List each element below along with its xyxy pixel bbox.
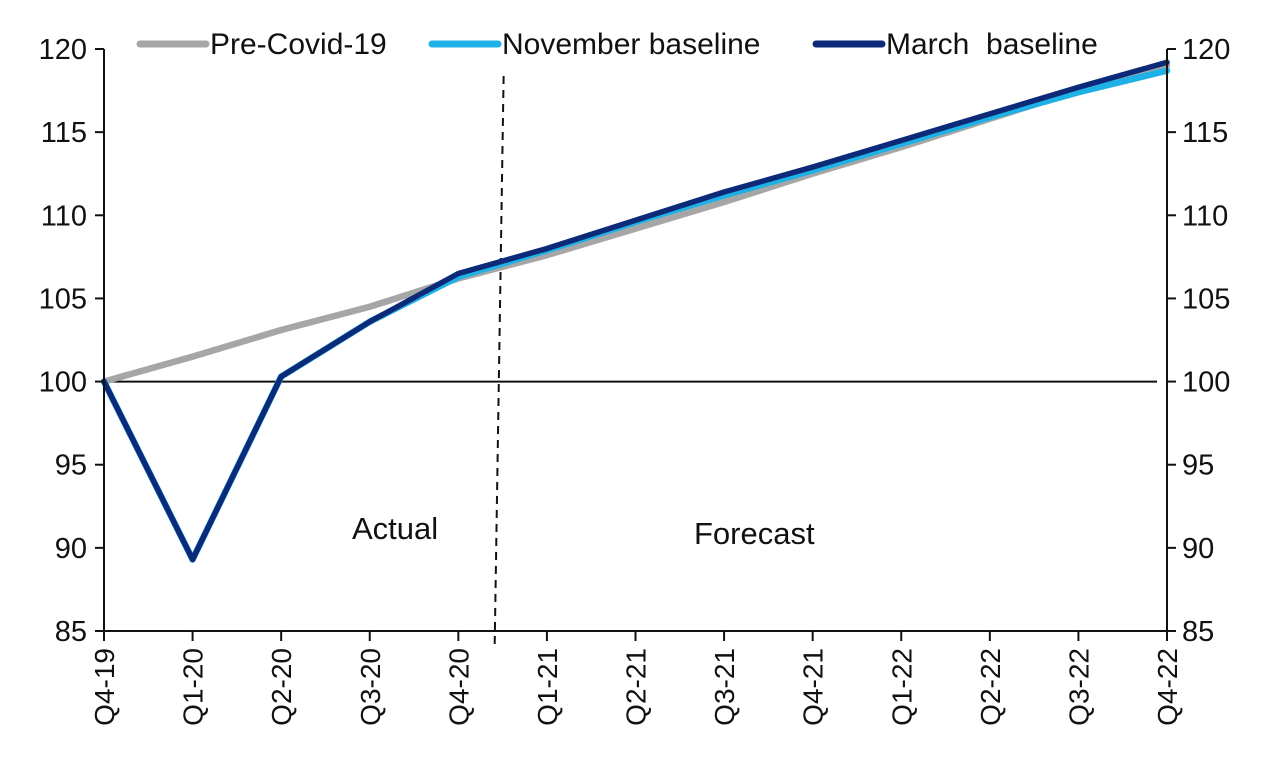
data-point-pre-covid-19 bbox=[545, 253, 549, 257]
right-y-tick-label: 105 bbox=[1182, 283, 1230, 315]
right-y-tick-label: 100 bbox=[1182, 367, 1230, 399]
x-tick-label: Q3-22 bbox=[1063, 648, 1094, 726]
x-tick-label: Q1-21 bbox=[532, 648, 563, 726]
data-point-november-baseline bbox=[1076, 90, 1080, 94]
left-y-tick-label: 85 bbox=[55, 616, 87, 648]
data-point-march-baseline bbox=[1076, 85, 1080, 89]
forecast-divider-line bbox=[493, 75, 505, 649]
legend-label: Pre-Covid-19 bbox=[210, 28, 387, 61]
data-point-march-baseline bbox=[191, 557, 195, 561]
x-tick-label: Q2-21 bbox=[621, 648, 652, 726]
x-tick-label: Q4-22 bbox=[1152, 648, 1183, 726]
left-y-tick-label: 120 bbox=[39, 34, 87, 66]
plot-lines bbox=[100, 59, 1171, 649]
x-tick-label: Q4-21 bbox=[798, 648, 829, 726]
data-point-march-baseline bbox=[279, 375, 283, 379]
legend-item-pre-covid-19: Pre-Covid-19 bbox=[136, 28, 387, 61]
data-point-pre-covid-19 bbox=[634, 227, 637, 231]
left-y-tick-label: 105 bbox=[39, 283, 87, 315]
data-point-march-baseline bbox=[722, 190, 726, 194]
axes: 85 85 90 90 95 95 100 100 105 105 110 110 115 115 120 1… bbox=[39, 34, 1231, 726]
left-y-tick-label: 90 bbox=[55, 533, 87, 565]
legend-item-march-baseline: March baseline bbox=[812, 28, 1098, 61]
x-tick-label: Q4-20 bbox=[443, 648, 474, 726]
left-y-tick-label: 115 bbox=[41, 117, 87, 149]
data-point-pre-covid-19 bbox=[368, 305, 372, 309]
right-y-tick-label: 110 bbox=[1182, 200, 1228, 232]
x-tick-label: Q3-20 bbox=[355, 648, 386, 726]
legend: Pre-Covid-19 November baseline March basel… bbox=[136, 28, 1098, 61]
x-tick-label: Q4-19 bbox=[89, 648, 120, 726]
x-tick-label: Q2-22 bbox=[975, 648, 1006, 726]
right-y-tick-label: 115 bbox=[1182, 117, 1228, 149]
data-point-march-baseline bbox=[456, 271, 460, 275]
x-tick-label: Q3-21 bbox=[709, 648, 740, 726]
data-point-pre-covid-19 bbox=[279, 328, 283, 332]
data-point-march-baseline bbox=[545, 247, 549, 251]
series-line-november-baseline bbox=[100, 67, 1171, 563]
right-y-tick-label: 120 bbox=[1182, 34, 1230, 66]
data-point-pre-covid-19 bbox=[722, 200, 726, 204]
data-point-march-baseline bbox=[811, 165, 815, 169]
data-point-march-baseline bbox=[634, 218, 637, 222]
data-point-march-baseline bbox=[368, 320, 372, 324]
left-y-tick-label: 95 bbox=[55, 450, 87, 482]
legend-label: March baseline bbox=[886, 28, 1098, 61]
left-y-tick-label: 110 bbox=[41, 200, 87, 232]
left-y-tick-label: 100 bbox=[39, 367, 87, 399]
legend-label: November baseline bbox=[502, 28, 760, 61]
x-tick-label: Q1-22 bbox=[886, 648, 917, 726]
right-y-tick-label: 85 bbox=[1182, 616, 1214, 648]
data-point-march-baseline bbox=[899, 138, 903, 142]
data-point-march-baseline bbox=[988, 112, 992, 116]
series-line-march-baseline bbox=[101, 59, 1170, 563]
annotation-forecast: Forecast bbox=[694, 516, 815, 551]
x-tick-label: Q2-20 bbox=[266, 648, 297, 726]
right-y-tick-label: 95 bbox=[1182, 450, 1214, 482]
legend-item-november-baseline: November baseline bbox=[428, 28, 760, 61]
right-y-tick-label: 90 bbox=[1182, 533, 1214, 565]
annotation-actual: Actual bbox=[352, 511, 438, 546]
data-point-pre-covid-19 bbox=[191, 355, 195, 359]
x-tick-label: Q1-20 bbox=[178, 648, 209, 726]
